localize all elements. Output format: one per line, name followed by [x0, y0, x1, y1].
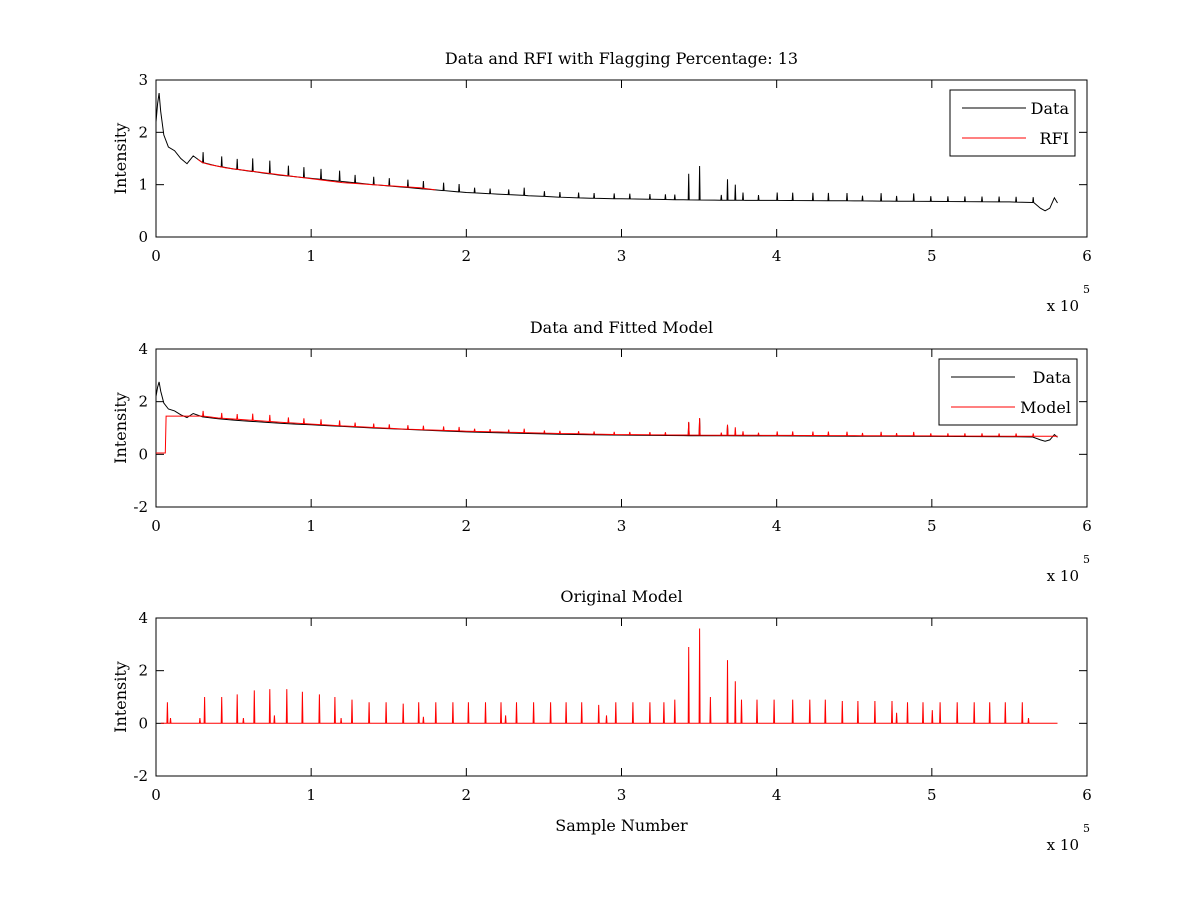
legend-label-model: Model	[1020, 398, 1071, 417]
x-multiplier-exponent: 5	[1083, 553, 1090, 566]
x-tick-label: 6	[1082, 786, 1092, 804]
y-axis-label: Intensity	[111, 661, 130, 733]
x-tick-label: 1	[306, 786, 316, 804]
x-tick-label: 6	[1082, 247, 1092, 265]
chart-title: Data and RFI with Flagging Percentage: 1…	[445, 49, 798, 68]
x-multiplier: x 10	[1047, 567, 1079, 585]
x-axis-label: Sample Number	[555, 816, 688, 835]
y-tick-label: 2	[138, 393, 148, 411]
x-tick-label: 3	[617, 517, 627, 535]
y-axis-label: Intensity	[111, 392, 130, 464]
x-tick-label: 1	[306, 247, 316, 265]
y-tick-label: -2	[133, 767, 148, 785]
series-path	[160, 628, 1058, 724]
x-tick-label: 3	[617, 786, 627, 804]
legend-box	[949, 89, 1076, 157]
y-tick-label: 4	[138, 340, 148, 358]
x-tick-label: 0	[151, 786, 161, 804]
series-path	[156, 410, 1058, 454]
legend-label-rfi: RFI	[1040, 129, 1069, 148]
series-path	[156, 381, 1058, 442]
x-tick-label: 5	[927, 786, 937, 804]
y-tick-label: 1	[138, 176, 148, 194]
series-rfi-line	[197, 159, 436, 191]
x-tick-label: 5	[927, 247, 937, 265]
y-tick-label: 4	[138, 609, 148, 627]
x-tick-label: 6	[1082, 517, 1092, 535]
x-tick-label: 5	[927, 517, 937, 535]
legend-label-data: Data	[1031, 99, 1070, 118]
y-tick-label: 2	[138, 662, 148, 680]
y-axis-label: Intensity	[111, 123, 130, 195]
x-multiplier: x 10	[1047, 836, 1079, 854]
y-tick-label: 0	[138, 228, 148, 246]
chart-title: Original Model	[560, 587, 682, 606]
series-model-line	[160, 628, 1058, 724]
y-tick-label: -2	[133, 498, 148, 516]
x-tick-label: 4	[772, 517, 782, 535]
series-data-line	[156, 381, 1058, 442]
x-tick-label: 3	[617, 247, 627, 265]
y-tick-label: 0	[138, 714, 148, 732]
x-tick-label: 4	[772, 786, 782, 804]
series-model-line	[156, 410, 1058, 454]
series-path	[197, 159, 436, 191]
chart-title: Data and Fitted Model	[530, 318, 713, 337]
y-tick-label: 2	[138, 123, 148, 141]
legend: Data RFI	[949, 89, 1076, 157]
x-tick-label: 0	[151, 247, 161, 265]
y-tick-label: 0	[138, 445, 148, 463]
x-multiplier-exponent: 5	[1083, 822, 1090, 835]
x-tick-label: 4	[772, 247, 782, 265]
subplot-1: Data and RFI with Flagging Percentage: 1…	[111, 49, 1092, 315]
legend-box	[938, 358, 1078, 426]
x-tick-label: 2	[462, 247, 472, 265]
legend: Data Model	[938, 358, 1078, 426]
legend-label-data: Data	[1033, 368, 1072, 387]
x-tick-label: 2	[462, 786, 472, 804]
x-tick-label: 2	[462, 517, 472, 535]
x-tick-label: 1	[306, 517, 316, 535]
x-multiplier: x 10	[1047, 297, 1079, 315]
x-tick-label: 0	[151, 517, 161, 535]
x-multiplier-exponent: 5	[1083, 283, 1090, 296]
y-tick-label: 3	[138, 71, 148, 89]
